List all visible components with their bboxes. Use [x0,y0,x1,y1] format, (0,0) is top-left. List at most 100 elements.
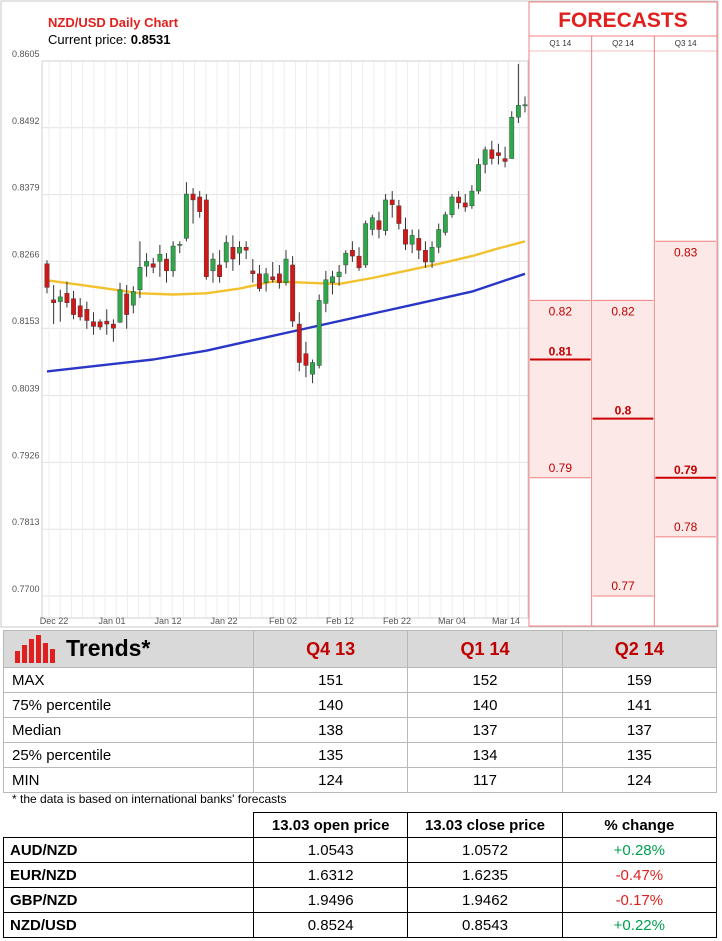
trends-col-header: Q2 14 [561,630,718,668]
candle [502,146,508,168]
x-tick-label: Feb 12 [326,616,354,626]
y-tick-label: 0.7813 [12,517,40,527]
candle [290,256,296,328]
cell: 135 [252,742,409,768]
close-price: 1.6235 [407,862,563,888]
candle [462,194,468,212]
candle [84,301,90,329]
pct-change: +0.22% [561,912,718,938]
candle [349,241,355,262]
trends-row: 75% percentile 140 140 141 [3,692,718,718]
candle [44,260,50,294]
cell: 134 [407,742,563,768]
candle [396,199,402,230]
blank-header [3,812,254,838]
prices-col-header: 13.03 open price [252,812,409,838]
candle [356,247,362,271]
candle [130,286,136,314]
trends-row: MIN 124 117 124 [3,767,718,793]
x-axis: Dec 22 Jan 01 Jan 12 Jan 22 Feb 02 Feb 12 Feb … [40,616,520,626]
candle [323,270,329,313]
candle [137,241,143,299]
candle [64,281,70,308]
candle [203,194,209,280]
cell: 137 [561,717,718,743]
candle [330,270,335,295]
moving-average-line [46,272,526,373]
candle [522,96,528,113]
prices-row: NZD/USD 0.8524 0.8543 +0.22% [3,912,718,938]
candle [71,290,76,320]
forecast-high-label: 0.82 [549,304,573,318]
candle [423,241,428,268]
candle [456,191,462,209]
trends-title: Trends* [66,634,151,661]
candle [250,259,256,283]
forecast-high-label: 0.82 [611,304,635,318]
candle [164,253,169,283]
bar-chart-icon [15,635,55,664]
cell: 124 [561,767,718,793]
x-tick-label: Jan 01 [98,616,125,626]
open-price: 1.6312 [252,862,409,888]
candle [442,211,448,236]
candle [243,241,249,260]
candle [515,63,521,124]
cell: 140 [252,692,409,718]
candle [210,253,216,283]
candle [376,211,382,239]
row-label: MAX [3,667,254,693]
forecast-panel: FORECASTS Q1 14 0.82 0.79 0.81 Q2 14 0.82 0.77 0… [528,1,718,627]
nzdusd-chart: 0.8605 0.8492 0.8379 0.8266 0.8153 0.8039 0.79… [0,0,719,628]
open-price: 1.9496 [252,887,409,913]
prices-row: EUR/NZD 1.6312 1.6235 -0.47% [3,862,718,888]
forecast-median-label: 0.79 [674,463,698,477]
candle [389,191,395,218]
candle [91,312,96,335]
candle [263,267,269,292]
moving-averages [46,240,526,373]
candle [117,282,123,323]
trends-col-header: Q4 13 [252,630,409,668]
forecast-col-label: Q2 14 [612,39,634,48]
forecast-range [530,300,591,478]
trends-table: Trends* Q4 13 Q1 14 Q2 14 MAX 151 152 159 7… [3,630,718,793]
candle [496,143,501,165]
candle [77,298,83,321]
moving-average-line [46,240,526,296]
cell: 137 [407,717,563,743]
candle [416,229,422,260]
cell: 140 [407,692,563,718]
forecast-median-label: 0.81 [549,345,573,359]
prices-col-header: % change [561,812,718,838]
trends-row: Median 138 137 137 [3,717,718,743]
y-tick-label: 0.8605 [12,49,40,59]
candle [124,285,130,329]
pair-label: AUD/NZD [3,837,254,863]
cell: 117 [407,767,563,793]
x-tick-label: Jan 12 [154,616,181,626]
candle [57,289,63,322]
current-price-value: 0.8531 [131,32,171,47]
candle [409,229,415,254]
candle [157,244,163,277]
forecast-col-label: Q1 14 [549,39,571,48]
cell: 152 [407,667,563,693]
forecast-high-label: 0.83 [674,245,698,259]
pct-change: +0.28% [561,837,718,863]
candle [150,257,156,274]
cell: 124 [252,767,409,793]
pair-label: EUR/NZD [3,862,254,888]
open-price: 1.0543 [252,837,409,863]
candle [144,253,149,277]
candle [104,309,110,335]
close-price: 1.9462 [407,887,563,913]
candle [217,250,223,283]
candle [316,294,322,369]
y-tick-label: 0.8379 [12,183,40,193]
candle [429,241,435,268]
row-label: 25% percentile [3,742,254,768]
prices-row: GBP/NZD 1.9496 1.9462 -0.17% [3,887,718,913]
candle [303,341,309,378]
row-label: MIN [3,767,254,793]
